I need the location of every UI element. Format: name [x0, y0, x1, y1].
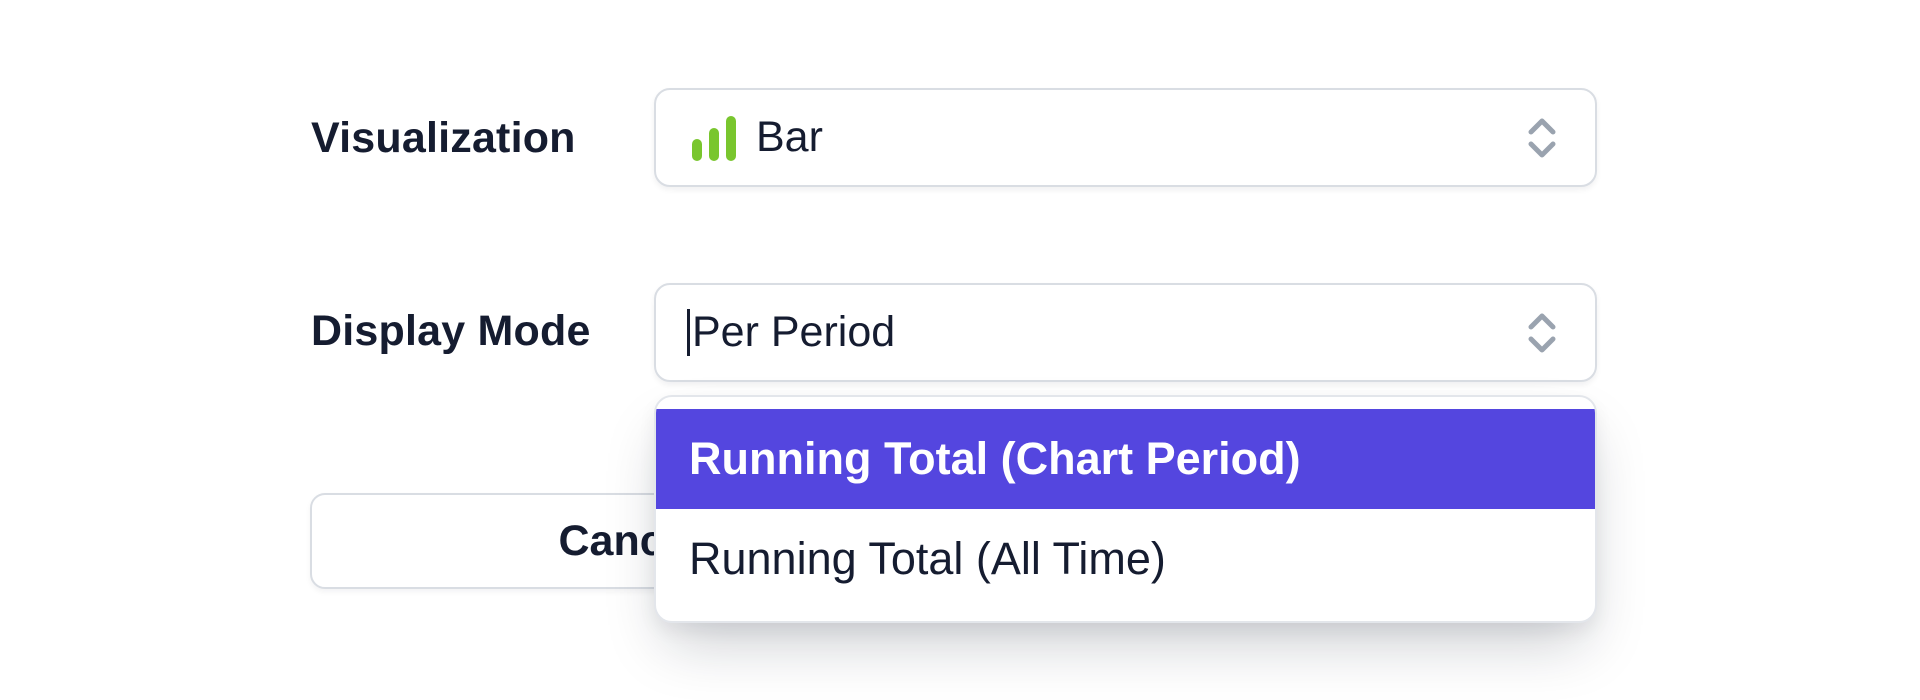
- bar-chart-icon: [692, 115, 736, 161]
- dropdown-option-running-total-chart-period[interactable]: Running Total (Chart Period): [656, 409, 1595, 509]
- chevron-updown-icon: [1528, 313, 1556, 352]
- visualization-select[interactable]: Bar: [654, 88, 1597, 187]
- dropdown-option-running-total-all-time[interactable]: Running Total (All Time): [689, 533, 1166, 584]
- display-mode-label: Display Mode: [311, 307, 591, 355]
- display-mode-dropdown-menu: Running Total (Chart Period) Running Tot…: [654, 395, 1597, 623]
- display-mode-input-value: Per Period: [692, 308, 896, 356]
- visualization-select-value: Bar: [756, 113, 823, 161]
- text-cursor-caret: [687, 309, 690, 356]
- visualization-label: Visualization: [311, 114, 576, 162]
- display-mode-combobox[interactable]: Per Period: [654, 283, 1597, 382]
- chevron-updown-icon: [1528, 118, 1556, 157]
